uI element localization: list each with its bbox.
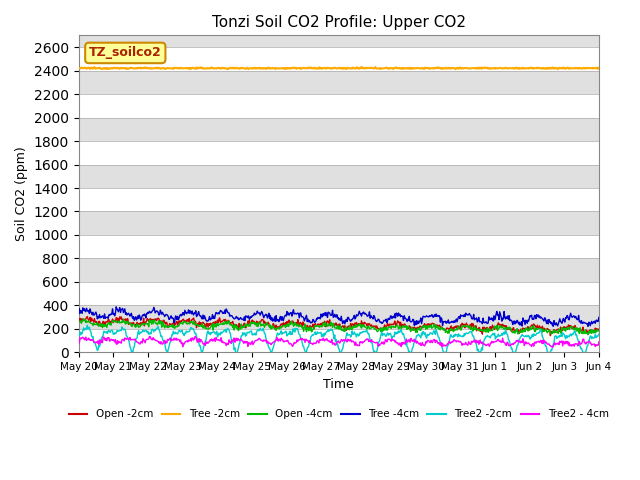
Bar [79,47,599,71]
Bar [79,188,599,212]
Bar [79,329,599,352]
Bar [79,282,599,305]
Legend: Open -2cm, Tree -2cm, Open -4cm, Tree -4cm, Tree2 -2cm, Tree2 - 4cm: Open -2cm, Tree -2cm, Open -4cm, Tree -4… [65,405,613,423]
Title: Tonzi Soil CO2 Profile: Upper CO2: Tonzi Soil CO2 Profile: Upper CO2 [212,15,466,30]
Bar [79,94,599,118]
Bar [79,235,599,258]
X-axis label: Time: Time [323,378,354,391]
Text: TZ_soilco2: TZ_soilco2 [89,47,162,60]
Bar [79,141,599,165]
Y-axis label: Soil CO2 (ppm): Soil CO2 (ppm) [15,146,28,241]
